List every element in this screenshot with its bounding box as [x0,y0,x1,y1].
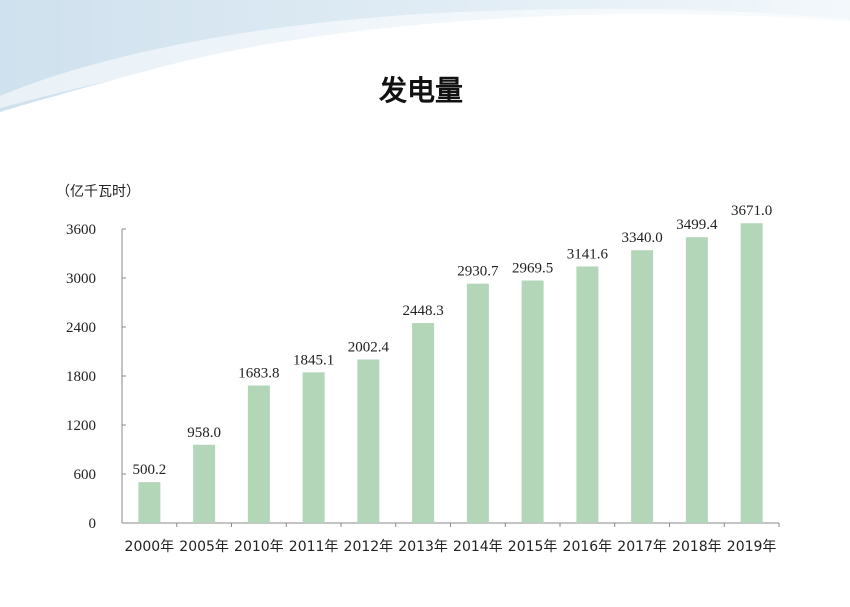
x-category-label: 2012年 [344,539,394,555]
bar-value-label: 3141.6 [567,246,609,262]
y-tick-label: 3600 [66,222,96,238]
y-tick-label: 600 [74,467,97,483]
bar [685,237,708,523]
bar-value-label: 2002.4 [348,339,390,355]
x-category-label: 2017年 [617,539,667,555]
x-category-label: 2018年 [672,539,722,555]
x-category-label: 2019年 [727,539,777,555]
x-category-label: 2016年 [563,539,613,555]
bar-value-label: 958.0 [187,425,221,441]
bar-value-label: 2448.3 [403,303,444,319]
bar [302,372,325,523]
x-axis-labels: 2000年 2005年 2010年 2011年 2012年 2013年 2014年 2015年… [125,523,780,555]
x-category-label: 2015年 [508,539,558,555]
bar [357,359,380,523]
bar-value-label: 3340.0 [622,230,663,246]
x-category-label: 2000年 [125,539,175,555]
bar-value-label: 2930.7 [457,264,499,280]
x-category-label: 2010年 [234,539,284,555]
y-tick-label: 0 [89,516,97,532]
bar-value-label: 3671.0 [731,203,772,219]
bar [412,323,435,523]
y-tick-label: 1200 [66,418,96,434]
chart-title: 发电量 [378,74,463,107]
bar [576,266,599,523]
bar [740,223,763,523]
x-category-label: 2011年 [289,539,339,555]
bar-value-label: 1845.1 [293,352,334,368]
bar [193,444,216,523]
bar-value-label: 2969.5 [512,260,553,276]
x-category-label: 2014年 [453,539,503,555]
bar [247,385,270,523]
bar-value-label: 3499.4 [676,217,718,233]
y-tick-label: 2400 [66,320,96,336]
x-category-label: 2005年 [179,539,229,555]
bar-value-label: 1683.8 [238,365,279,381]
bar [631,250,654,523]
bars [138,223,763,523]
value-labels: 500.2 958.0 1683.8 1845.1 2002.4 2448.3 2930.7… [133,203,773,478]
y-tick-label: 1800 [66,369,96,385]
bar [466,283,489,523]
y-axis-unit-label: （亿千瓦时） [56,184,140,200]
bar-value-label: 500.2 [133,462,167,478]
background-swoosh-highlight [0,8,850,109]
background-swoosh [0,0,850,112]
bar [138,482,161,523]
y-axis-ticks: 0 600 1200 1800 2400 3000 3600 [66,222,126,532]
y-tick-label: 3000 [66,271,96,287]
x-category-label: 2013年 [398,539,448,555]
bar [521,280,544,523]
